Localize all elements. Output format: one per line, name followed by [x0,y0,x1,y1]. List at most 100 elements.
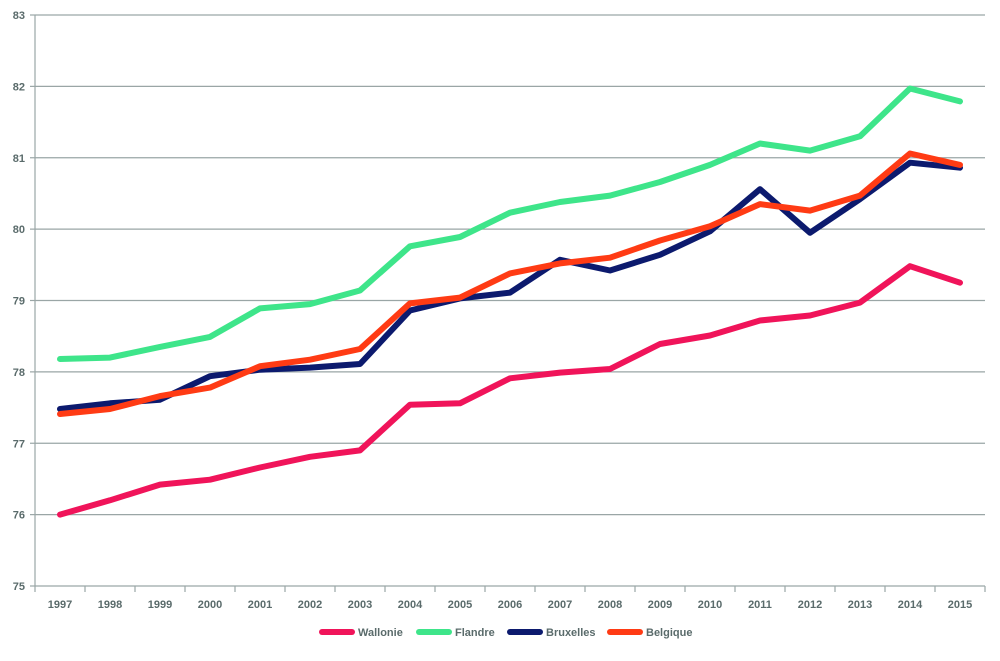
data-point-wallonie [57,512,63,518]
data-point-flandre [257,305,263,311]
data-point-bruxelles [757,186,763,192]
gridlines [34,14,985,587]
data-point-flandre [107,355,113,361]
data-point-belgique [807,208,813,214]
data-point-flandre [207,334,213,340]
x-tick-label: 1998 [98,599,122,611]
legend-label-wallonie: Wallonie [358,627,403,639]
data-point-wallonie [957,280,963,286]
y-tick-label: 76 [13,510,25,522]
legend-label-flandre: Flandre [455,627,495,639]
data-point-belgique [757,201,763,207]
data-point-flandre [157,344,163,350]
y-tick-label: 79 [13,296,25,308]
x-tick-label: 2004 [398,599,423,611]
data-point-flandre [757,140,763,146]
data-point-wallonie [257,465,263,471]
legend: Wallonie Flandre Bruxelles Belgique [319,627,692,639]
data-point-belgique [107,406,113,412]
y-tick-label: 82 [13,81,25,93]
data-point-flandre [457,234,463,240]
data-point-flandre [557,199,563,205]
data-point-bruxelles [907,160,913,166]
data-point-belgique [57,411,63,417]
data-point-flandre [907,86,913,92]
data-point-bruxelles [707,228,713,234]
x-tick-label: 2007 [548,599,572,611]
data-point-bruxelles [107,400,113,406]
series-lines [57,85,963,518]
data-point-belgique [357,346,363,352]
x-tick-label: 2011 [748,599,772,611]
data-point-flandre [957,98,963,104]
data-point-belgique [207,385,213,391]
data-point-belgique [657,238,663,244]
data-point-flandre [57,356,63,362]
data-point-bruxelles [507,290,513,296]
y-axis-ticks: 75 76 77 78 79 80 81 82 83 [13,10,35,593]
data-point-belgique [157,393,163,399]
data-point-flandre [607,193,613,199]
y-tick-label: 77 [13,438,25,450]
x-tick-label: 2008 [598,599,622,611]
x-tick-label: 2013 [848,599,872,611]
data-point-belgique [857,193,863,199]
data-point-flandre [657,179,663,185]
data-point-bruxelles [607,268,613,274]
data-point-wallonie [607,366,613,372]
x-tick-label: 2010 [698,599,722,611]
x-tick-label: 1997 [48,599,72,611]
y-tick-label: 81 [13,153,25,165]
data-point-flandre [307,301,313,307]
x-axis-ticks: 1997 1998 1999 2000 2001 2002 2003 2004 2005 2006… [34,586,986,611]
data-point-wallonie [457,400,463,406]
data-point-bruxelles [407,307,413,313]
x-tick-label: 2009 [648,599,672,611]
data-point-wallonie [707,332,713,338]
data-point-flandre [807,148,813,154]
data-point-wallonie [507,375,513,381]
y-tick-label: 75 [13,581,25,593]
data-point-flandre [407,243,413,249]
data-point-wallonie [307,454,313,460]
y-tick-label: 83 [13,10,25,22]
data-point-belgique [507,270,513,276]
x-tick-label: 2012 [798,599,822,611]
data-point-wallonie [357,447,363,453]
data-point-wallonie [107,497,113,503]
data-point-flandre [857,133,863,139]
data-point-bruxelles [307,365,313,371]
data-point-belgique [307,357,313,363]
data-point-bruxelles [207,373,213,379]
x-tick-label: 2015 [948,599,972,611]
data-point-wallonie [407,402,413,408]
x-tick-label: 2002 [298,599,322,611]
data-point-flandre [357,288,363,294]
data-point-wallonie [907,263,913,269]
data-point-wallonie [857,300,863,306]
x-tick-label: 2000 [198,599,222,611]
data-point-belgique [957,162,963,168]
y-tick-label: 80 [13,224,25,236]
data-point-belgique [557,260,563,266]
data-point-belgique [607,255,613,261]
y-tick-label: 78 [13,367,25,379]
data-point-wallonie [757,317,763,323]
x-tick-label: 2001 [248,599,272,611]
data-point-bruxelles [57,406,63,412]
data-point-belgique [907,150,913,156]
data-point-wallonie [807,312,813,318]
data-point-bruxelles [657,252,663,258]
data-point-wallonie [657,341,663,347]
data-point-bruxelles [357,361,363,367]
x-tick-label: 2003 [348,599,372,611]
series-line-belgique [57,150,963,417]
legend-label-belgique: Belgique [646,627,692,639]
data-point-wallonie [207,477,213,483]
x-tick-label: 1999 [148,599,172,611]
data-point-wallonie [157,482,163,488]
data-point-flandre [707,162,713,168]
x-tick-label: 2005 [448,599,472,611]
